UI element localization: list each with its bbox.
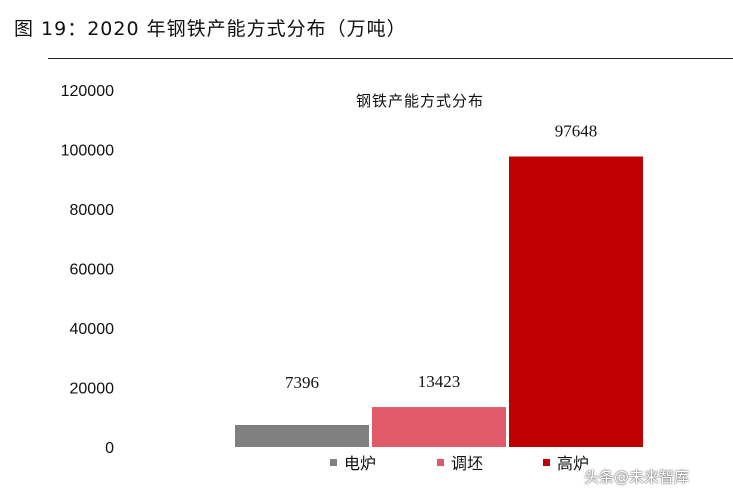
watermark: 头条@未来智库	[584, 468, 690, 486]
data-labels: 7396 13423 97648	[285, 121, 597, 392]
legend-swatch	[437, 459, 444, 466]
title-divider	[48, 58, 733, 59]
y-tick-label: 80000	[70, 202, 115, 219]
legend-swatch	[330, 459, 337, 466]
y-tick-label: 20000	[70, 381, 115, 398]
y-tick-label: 120000	[61, 83, 114, 100]
bars	[235, 156, 643, 447]
bar-2	[372, 407, 506, 447]
y-tick-label: 60000	[70, 262, 115, 279]
y-axis-ticks: 0 20000 40000 60000 80000 100000 120000	[61, 83, 114, 457]
legend-swatch	[543, 459, 550, 466]
data-label: 13423	[418, 372, 461, 391]
bar-1	[235, 424, 369, 447]
chart-title: 钢铁产能方式分布	[356, 92, 484, 110]
data-label: 97648	[555, 121, 598, 140]
legend-label: 电炉	[344, 454, 376, 473]
figure-title: 图 19：2020 年钢铁产能方式分布（万吨）	[14, 18, 407, 40]
y-tick-label: 40000	[70, 321, 115, 338]
legend-label: 调坯	[451, 454, 483, 473]
y-tick-label: 100000	[61, 143, 114, 160]
data-label: 7396	[285, 373, 319, 392]
bar-3	[509, 156, 643, 447]
legend-label: 高炉	[557, 454, 589, 473]
y-tick-label: 0	[105, 440, 114, 457]
legend: 电炉 调坯 高炉	[330, 454, 589, 473]
